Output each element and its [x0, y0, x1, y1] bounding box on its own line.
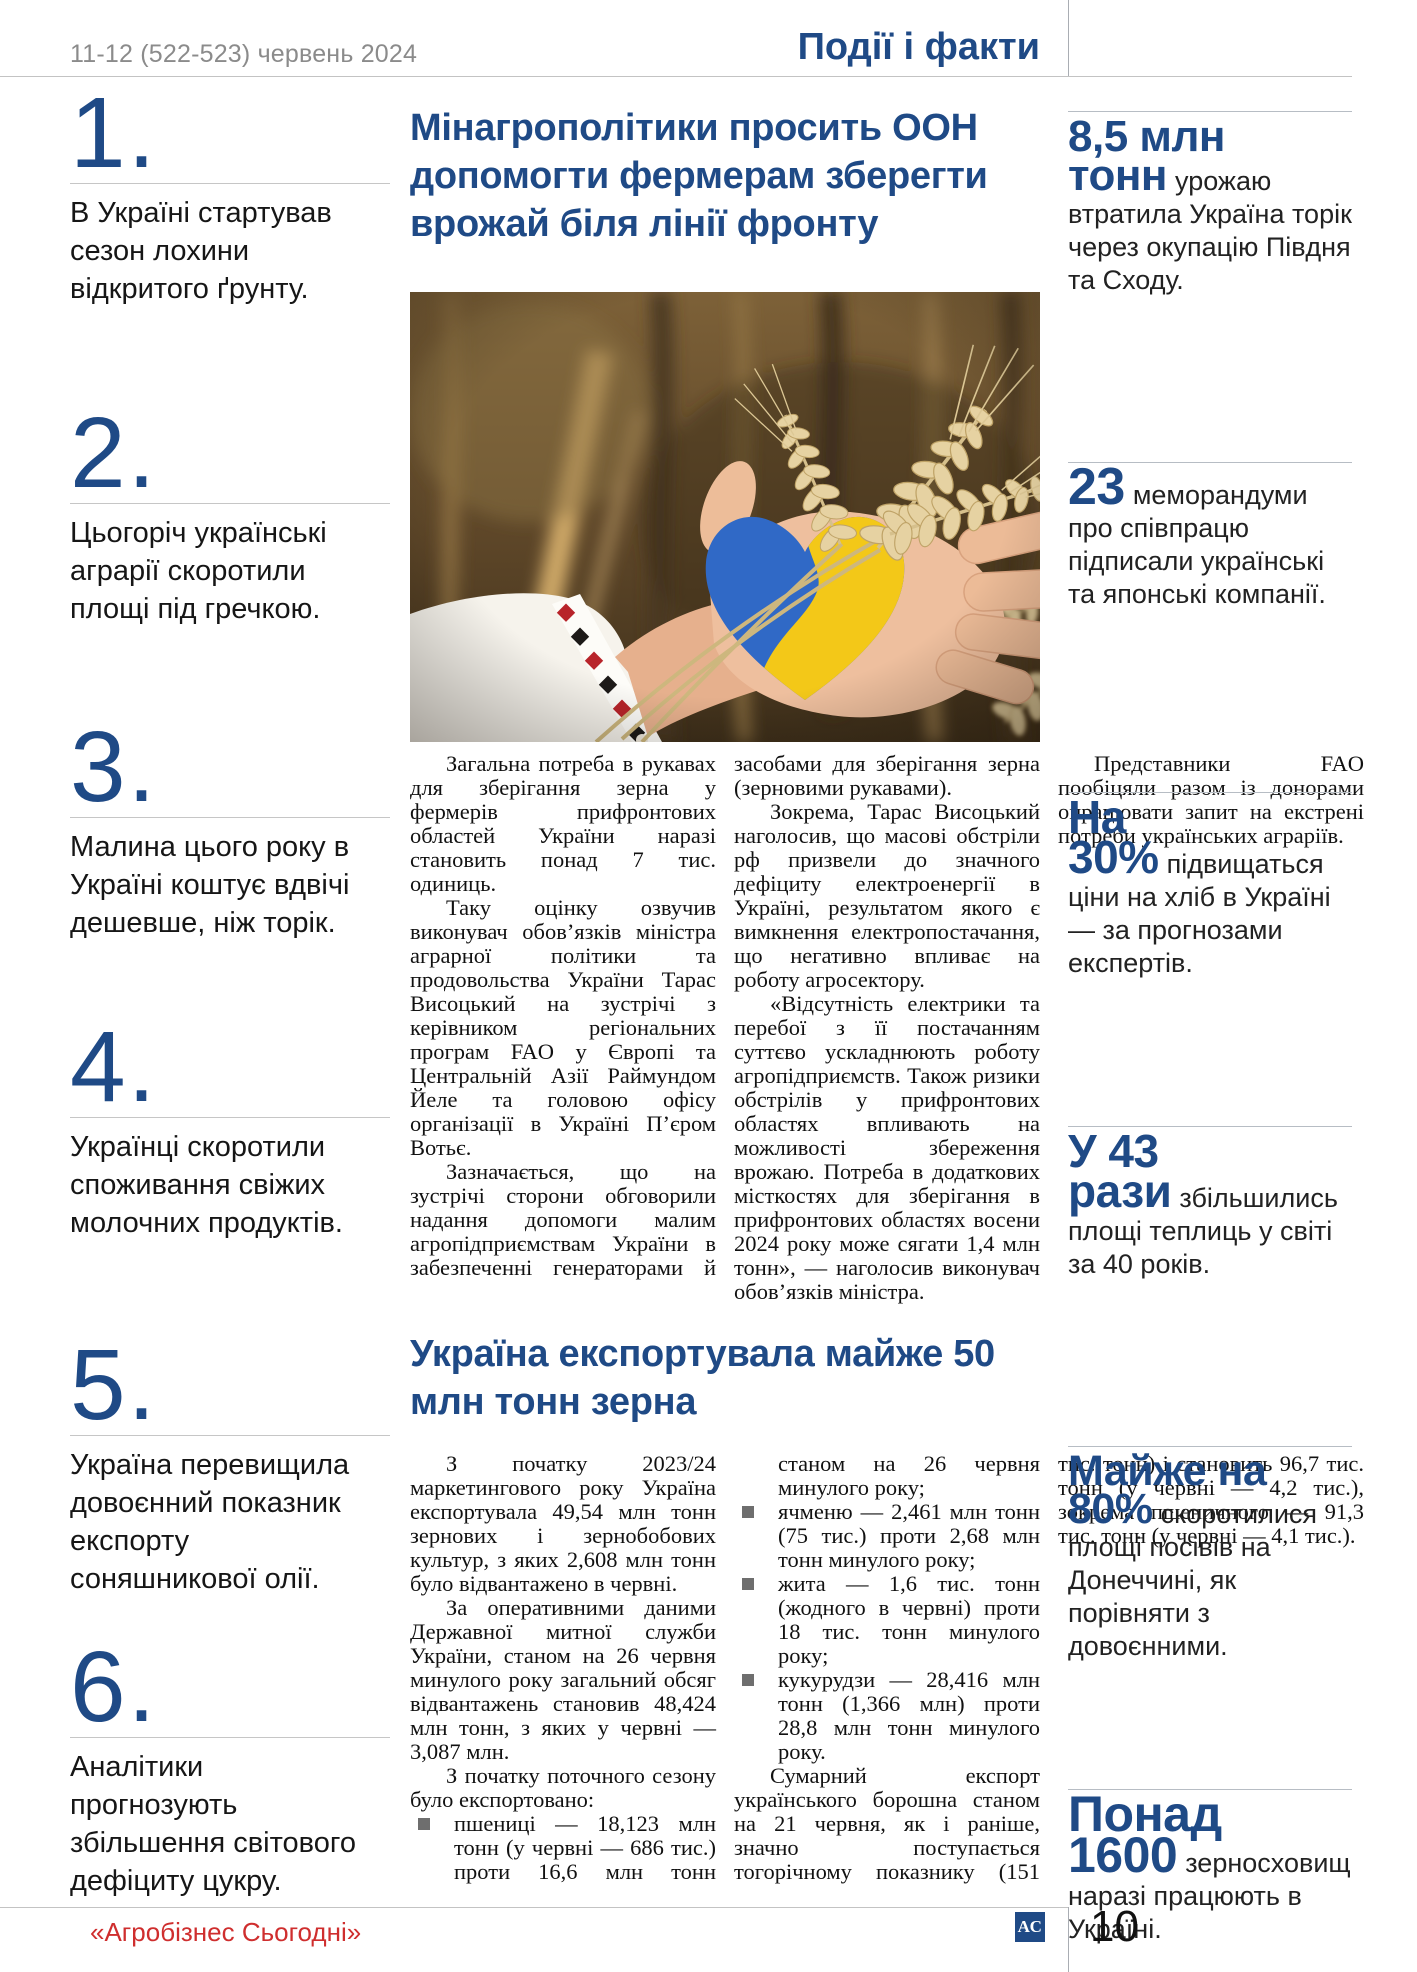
brief-item-2: 2. Цьогоріч українські аграрії скоротили… [70, 403, 390, 628]
list-item: ячменю — 2,461 млн тонн (75 тис.) проти … [734, 1500, 1040, 1572]
stat-text: меморандуми про співпрацю підписали укра… [1068, 480, 1326, 609]
stat-text: урожаю втратила Україна торік через окуп… [1068, 166, 1352, 295]
brief-number: 3. [70, 717, 390, 818]
footer-brand: «Агробізнес Сьогодні» [90, 1917, 362, 1947]
stat-block-5: Майже на 80% скоротилися площі посівів на… [1068, 1446, 1352, 1663]
paragraph: «Відсутність електрики та перебої з її п… [734, 991, 1040, 1304]
list-item-text: ячменю — 2,461 млн тонн (75 тис.) проти … [778, 1499, 1040, 1572]
paragraph: Зокрема, Тарас Висоцький наголосив, що м… [734, 799, 1040, 992]
paragraph: Зазначається, що на зустрічі сторони обг… [410, 751, 1040, 1280]
list-item-text: кукурудзи — 28,416 млн тонн (1,366 млн) … [778, 1667, 1040, 1764]
section-title: Події і факти [797, 26, 1040, 68]
brief-number: 2. [70, 403, 390, 504]
stat-lead: Понад 1600 [1068, 1786, 1222, 1883]
stat-block-4: У 43 рази збільшились площі теплиць у сві… [1068, 1126, 1352, 1281]
list-item: кукурудзи — 28,416 млн тонн (1,366 млн) … [734, 1668, 1040, 1764]
article2-body: З початку 2023/24 маркетингового року Ук… [410, 1451, 1364, 1900]
footer-vertical-rule [1068, 1907, 1069, 1972]
footer-rule [0, 1907, 1068, 1908]
bullet-square-icon [742, 1674, 754, 1686]
stat-lead: 8,5 млн тонн [1068, 112, 1225, 200]
brief-item-6: 6. Аналітики прогнозують збільшення світ… [70, 1637, 390, 1900]
edition-label: 11-12 (522-523) червень 2024 [70, 40, 418, 68]
brief-text: Аналітики прогнозують збільшення світово… [70, 1751, 356, 1897]
brief-number: 5. [70, 1335, 390, 1436]
brief-number: 1. [70, 83, 390, 184]
stat-text: підвищаться ціни на хліб в Україні — за … [1068, 849, 1331, 978]
brief-text: Українці скоротили споживання свіжих мол… [70, 1131, 343, 1239]
paragraph: Загальна потреба в рукавах для зберіганн… [410, 751, 716, 896]
stat-lead: Майже на 80% [1068, 1447, 1267, 1533]
stat-block-1: 8,5 млн тонн урожаю втратила Україна торі… [1068, 111, 1352, 297]
article1-body: Загальна потреба в рукавах для зберіганн… [410, 751, 1364, 1312]
paragraph: З початку 2023/24 маркетингового року Ук… [410, 1451, 716, 1596]
stat-lead: У 43 рази [1068, 1125, 1172, 1217]
stat-lead: На 30% [1068, 791, 1159, 883]
page-number: 10 [1090, 1902, 1139, 1951]
brief-item-4: 4. Українці скоротили споживання свіжих … [70, 1017, 390, 1242]
brief-number: 6. [70, 1637, 390, 1738]
bullet-square-icon [742, 1506, 754, 1518]
stat-text: збільшились площі теплиць у світі за 40 … [1068, 1183, 1338, 1279]
bullet-square-icon [742, 1578, 754, 1590]
stat-block-2: 23 меморандуми про співпрацю підписали ук… [1068, 461, 1352, 611]
brief-number: 4. [70, 1017, 390, 1118]
brief-item-5: 5. Україна перевищила довоєнний показник… [70, 1335, 390, 1598]
paragraph: З початку поточного сезону було експорто… [410, 1763, 716, 1812]
article2-title: Україна експортувала майже 50 млн тонн з… [410, 1333, 995, 1423]
brief-item-1: 1. В Україні стартував сезон лохини відк… [70, 83, 390, 308]
brief-item-3: 3. Малина цього року в Україні коштує вд… [70, 717, 390, 942]
export-list: пшениці — 18,123 млн тонн (у червні — 68… [410, 1452, 1040, 1900]
brief-text: Малина цього року в Україні коштує вдвіч… [70, 831, 350, 939]
stat-lead: 23 [1068, 458, 1125, 516]
article-photo [410, 291, 1179, 746]
list-item-text: жита — 1,6 тис. тонн (жодного в червні) … [778, 1571, 1040, 1668]
list-item: жита — 1,6 тис. тонн (жодного в червні) … [734, 1572, 1040, 1668]
publisher-logo: АС [1015, 1912, 1045, 1942]
paragraph: За оперативними даними Державної митної … [410, 1595, 716, 1764]
stat-text: скоротилися площі посівів на Донеччині, … [1068, 1499, 1318, 1661]
paragraph: Сумарний експорт українського борошна ст… [734, 1451, 1364, 1884]
header-rule [0, 76, 1352, 77]
stat-block-3: На 30% підвищаться ціни на хліб в Україні… [1068, 792, 1352, 980]
list-item: пшениці — 18,123 млн тонн (у червні — 68… [410, 1452, 1040, 1900]
brief-text: Україна перевищила довоєнний показник ек… [70, 1449, 350, 1595]
header-vertical-rule [1068, 0, 1069, 76]
paragraph: Таку оцінку озвучив виконувач обов’язків… [410, 895, 716, 1160]
paragraph: Представники FAO пообіцяли разом із доно… [1058, 751, 1364, 848]
article1-title: Мінагрополітики просить ООН допомогти фе… [410, 107, 988, 245]
stat-block-6: Понад 1600 зерносховищ наразі працюють в … [1068, 1789, 1352, 1946]
stat-text: зерносховищ наразі працюють в Україні. [1068, 1848, 1351, 1944]
brief-text: Цьогоріч українські аграрії скоротили пл… [70, 517, 327, 625]
bullet-square-icon [418, 1818, 430, 1830]
list-item-text: пшениці — 18,123 млн тонн (у червні — 68… [454, 1451, 1040, 1884]
wheat-heart-photo-illustration [410, 291, 1179, 746]
brief-text: В Україні стартував сезон лохини відкрит… [70, 197, 332, 305]
